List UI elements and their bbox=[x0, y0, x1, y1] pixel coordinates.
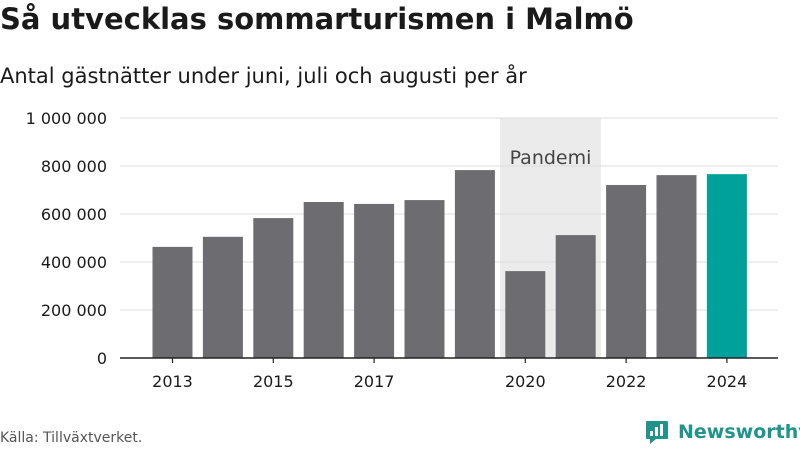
bar-2023 bbox=[656, 175, 697, 358]
y-tick-label: 800 000 bbox=[41, 157, 107, 176]
y-tick-label: 600 000 bbox=[41, 205, 107, 224]
x-tick-label: 2020 bbox=[505, 372, 546, 391]
bar-2015 bbox=[253, 218, 294, 358]
chart-subtitle: Antal gästnätter under juni, juli och au… bbox=[0, 64, 527, 88]
bar-2019 bbox=[454, 170, 495, 358]
y-tick-label: 200 000 bbox=[41, 301, 107, 320]
newsworthy-logo-icon bbox=[646, 421, 668, 444]
x-tick-label: 2013 bbox=[152, 372, 193, 391]
bar-2017 bbox=[354, 203, 395, 358]
bar-2021 bbox=[555, 235, 596, 358]
source-note: Källa: Tillväxtverket. bbox=[0, 430, 143, 446]
brand-logo: Newsworthy bbox=[644, 419, 800, 445]
chart-title: Så utvecklas sommarturismen i Malmö bbox=[0, 2, 634, 36]
x-tick-label: 2024 bbox=[707, 372, 748, 391]
x-tick-label: 2015 bbox=[253, 372, 294, 391]
pandemic-label: Pandemi bbox=[510, 147, 592, 169]
bar-2013 bbox=[152, 246, 193, 358]
bar-2018 bbox=[404, 200, 445, 358]
bar-2020 bbox=[505, 271, 546, 358]
x-tick-label: 2022 bbox=[606, 372, 647, 391]
y-tick-label: 400 000 bbox=[41, 253, 107, 272]
x-tick-label: 2017 bbox=[354, 372, 395, 391]
bar-2014 bbox=[202, 236, 243, 358]
bar-2016 bbox=[303, 202, 344, 358]
bar-2024 bbox=[706, 174, 747, 358]
bar-2022 bbox=[606, 184, 647, 358]
y-tick-label: 0 bbox=[97, 349, 107, 368]
y-tick-label: 1 000 000 bbox=[26, 109, 107, 128]
brand-name: Newsworthy bbox=[678, 421, 800, 443]
